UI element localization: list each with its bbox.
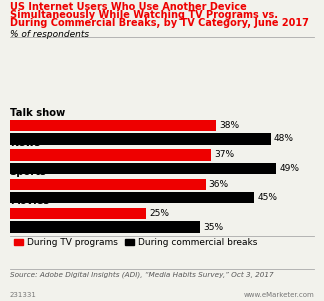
Text: During Commercial Breaks, by TV Category, June 2017: During Commercial Breaks, by TV Category…: [10, 18, 308, 28]
Text: 37%: 37%: [214, 150, 234, 159]
Text: Sports: Sports: [10, 167, 47, 177]
Bar: [10, 192, 254, 203]
Text: Talk show: Talk show: [10, 108, 65, 118]
Text: 35%: 35%: [203, 222, 224, 231]
Text: 36%: 36%: [209, 180, 229, 189]
Bar: [10, 163, 276, 174]
Text: 25%: 25%: [149, 209, 169, 218]
Bar: [10, 120, 216, 131]
Text: US Internet Users Who Use Another Device: US Internet Users Who Use Another Device: [10, 2, 247, 11]
Text: Source: Adobe Digital Insights (ADI), “Media Habits Survey,” Oct 3, 2017: Source: Adobe Digital Insights (ADI), “M…: [10, 271, 273, 278]
Bar: [10, 178, 205, 190]
Text: 38%: 38%: [220, 121, 240, 130]
Legend: During TV programs, During commercial breaks: During TV programs, During commercial br…: [14, 238, 257, 247]
Text: 48%: 48%: [274, 135, 294, 144]
Text: www.eMarketer.com: www.eMarketer.com: [244, 292, 314, 298]
Text: 45%: 45%: [258, 193, 278, 202]
Bar: [10, 133, 271, 145]
Text: 49%: 49%: [280, 164, 299, 173]
Text: Simultaneously While Watching TV Programs vs.: Simultaneously While Watching TV Program…: [10, 10, 278, 20]
Bar: [10, 208, 146, 219]
Text: Movies: Movies: [10, 196, 49, 206]
Text: % of respondents: % of respondents: [10, 30, 89, 39]
Text: News: News: [10, 138, 40, 147]
Bar: [10, 149, 211, 160]
Text: 231331: 231331: [10, 292, 37, 298]
Bar: [10, 221, 200, 233]
